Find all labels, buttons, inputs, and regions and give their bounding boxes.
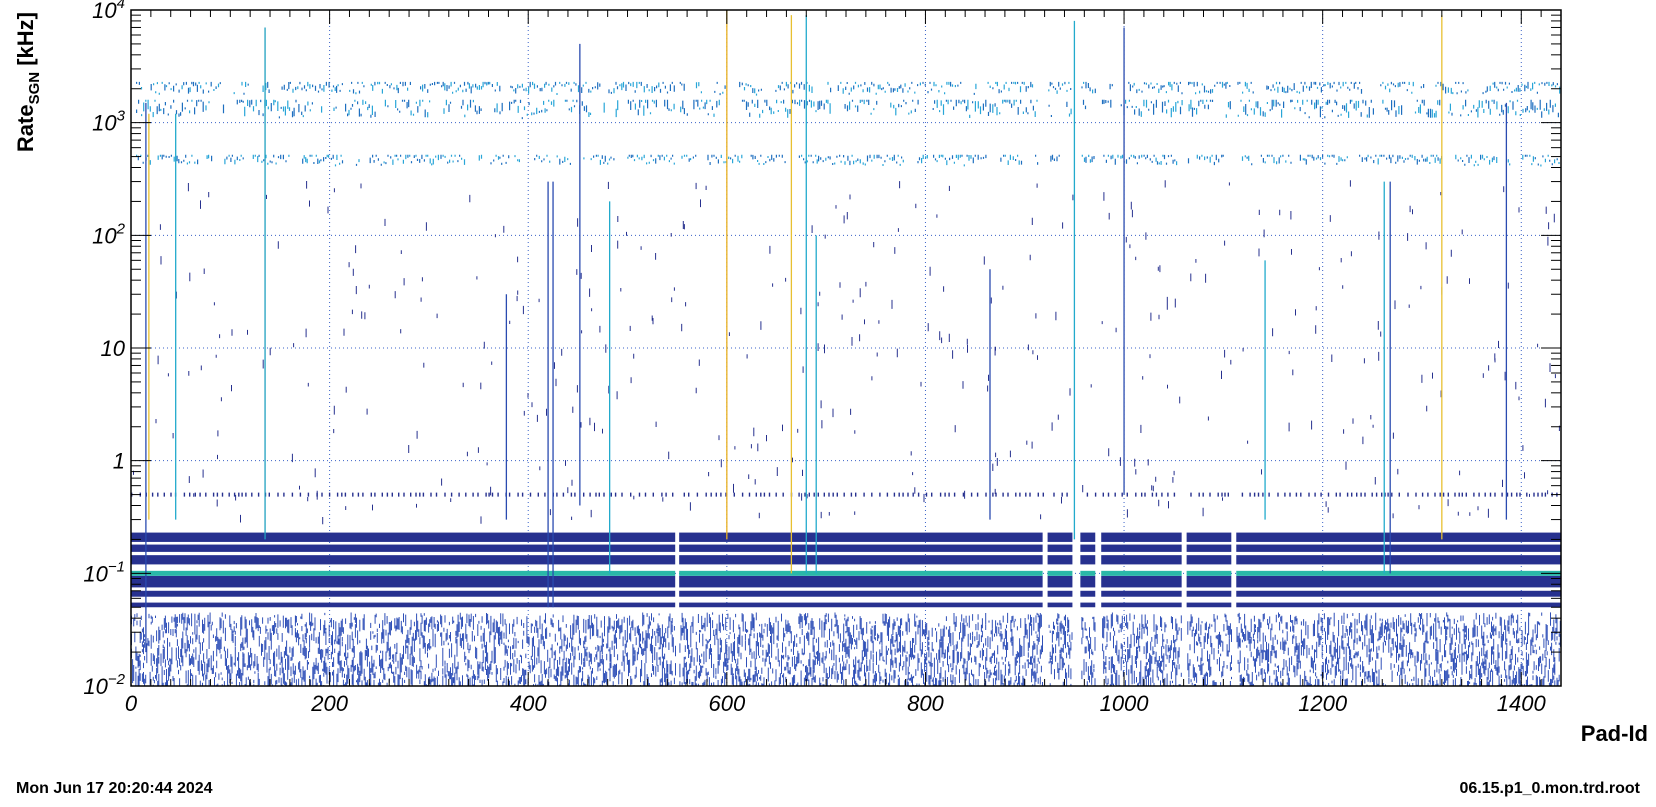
dense-band-0-seg-3: [1080, 532, 1096, 542]
x-tick-label-4: 800: [907, 691, 944, 716]
x-tick-label-7: 1400: [1497, 691, 1547, 716]
dense-band-0-seg-4: [1101, 532, 1182, 542]
dense-band-2-seg-2: [1047, 555, 1073, 565]
data-layer: [131, 10, 1561, 686]
upper-band-2-dark: [137, 154, 1558, 166]
dense-band-4-seg-3: [1080, 590, 1096, 597]
dense-band-5-seg-4: [1101, 602, 1182, 608]
dense-band-1-seg-5: [1186, 544, 1232, 552]
dense-band-3-seg-5: [1186, 575, 1232, 588]
y-axis-title: RateSGN [kHz]: [13, 12, 43, 152]
dense-band-2-seg-6: [1236, 555, 1561, 565]
dense-band-2-seg-0: [131, 555, 676, 565]
y-tick-label-6: 104: [92, 0, 125, 23]
dense-band-1-seg-2: [1047, 544, 1073, 552]
y-axis-title-unit: [kHz]: [13, 12, 38, 72]
x-tick-label-1: 200: [310, 691, 348, 716]
dense-band-5-seg-6: [1236, 602, 1561, 608]
dense-band-0-seg-6: [1236, 532, 1561, 542]
dense-band-1-seg-4: [1101, 544, 1182, 552]
dense-band-5-seg-0: [131, 602, 676, 608]
highlight-row-seg-2: [1047, 570, 1073, 576]
dense-band-4-seg-1: [679, 590, 1043, 597]
dense-band-3-seg-6: [1236, 575, 1561, 588]
dense-band-3-seg-2: [1047, 575, 1073, 588]
dense-band-0-seg-0: [131, 532, 676, 542]
dense-band-1-seg-0: [131, 544, 676, 552]
sparse-row: [131, 492, 1558, 497]
highlight-row-seg-3: [1080, 570, 1096, 576]
highlight-row-seg-0: [131, 570, 676, 576]
dense-band-0-seg-2: [1047, 532, 1073, 542]
upper-band-0-dark: [136, 81, 1558, 96]
dense-band-2-seg-5: [1186, 555, 1232, 565]
dense-band-5-seg-3: [1080, 602, 1096, 608]
dense-band-3-seg-1: [679, 575, 1043, 588]
y-tick-label-2: 1: [113, 449, 125, 474]
highlight-row-seg-4: [1101, 570, 1182, 576]
y-axis-title-main: Rate: [13, 104, 38, 152]
dense-band-3-seg-3: [1080, 575, 1096, 588]
dense-band-1-seg-1: [679, 544, 1043, 552]
dense-band-0-seg-1: [679, 532, 1043, 542]
dense-band-2-seg-3: [1080, 555, 1096, 565]
dense-band-3-seg-4: [1101, 575, 1182, 588]
x-tick-label-0: 0: [125, 691, 138, 716]
highlight-row-seg-5: [1186, 570, 1232, 576]
dense-band-4-seg-2: [1047, 590, 1073, 597]
dense-band-4-seg-5: [1186, 590, 1232, 597]
x-tick-label-3: 600: [708, 691, 745, 716]
y-tick-label-5: 103: [92, 108, 125, 136]
x-tick-label-6: 1200: [1298, 691, 1348, 716]
dense-band-4-seg-0: [131, 590, 676, 597]
y-tick-label-4: 102: [92, 220, 125, 248]
upper-band-1-light: [141, 99, 1556, 118]
dense-band-4-seg-4: [1101, 590, 1182, 597]
x-tick-label-5: 1000: [1100, 691, 1150, 716]
dense-band-1-seg-6: [1236, 544, 1561, 552]
dense-band-1-seg-3: [1080, 544, 1096, 552]
filename-label: 06.15.p1_0.mon.trd.root: [1459, 780, 1641, 797]
y-tick-label-1: 10−1: [83, 558, 125, 586]
y-tick-label-0: 10−2: [83, 671, 125, 699]
dense-band-2-seg-4: [1101, 555, 1182, 565]
dense-band-0-seg-5: [1186, 532, 1232, 542]
highlight-row-seg-6: [1236, 570, 1561, 576]
axes: 0 200 400 600 800 1000 1200 1400 10−2 10−1 1 10 102 1…: [83, 0, 1562, 716]
timestamp-label: Mon Jun 17 20:20:44 2024: [16, 780, 213, 797]
dense-band-5-seg-5: [1186, 602, 1232, 608]
x-tick-label-2: 400: [510, 691, 547, 716]
noise-region: [131, 612, 1561, 686]
dense-band-4-seg-6: [1236, 590, 1561, 597]
scattered-points: [133, 180, 1560, 525]
x-axis-title: Pad-Id: [1581, 721, 1648, 746]
dense-band-3-seg-0: [131, 575, 676, 588]
dense-band-5-seg-1: [679, 602, 1043, 608]
highlight-row-seg-1: [679, 570, 1043, 576]
y-axis-title-subscript: SGN: [26, 72, 43, 105]
dense-band-5-seg-2: [1047, 602, 1073, 608]
dense-band-2-seg-1: [679, 555, 1043, 565]
y-tick-label-3: 10: [101, 336, 126, 361]
